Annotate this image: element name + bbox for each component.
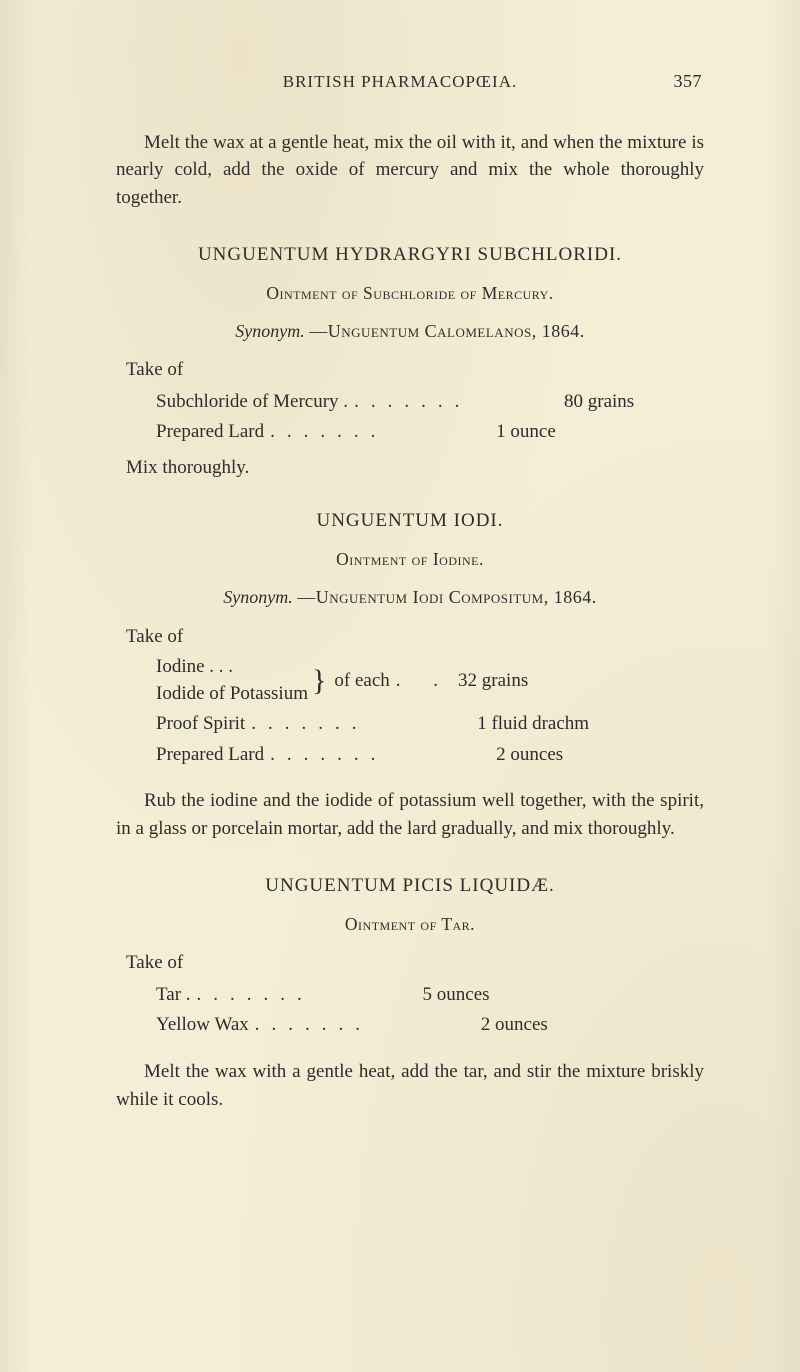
synonym-value: —Unguentum Iodi Compositum, 1864. (297, 587, 597, 607)
ingredient-name: Proof Spirit (156, 710, 245, 738)
take-of-iodi: Take of (126, 623, 704, 651)
ingredient-row: Yellow Wax ....... 2 ounces (156, 1011, 704, 1039)
ingredient-amount: 32 grains (458, 667, 598, 695)
section-title-picis: UNGUENTUM PICIS LIQUIDÆ. (116, 872, 704, 900)
ingredient-amount: 1 ounce (496, 418, 636, 446)
section-subtitle-picis: Ointment of Tar. (116, 912, 704, 937)
method-paragraph-iodi: Rub the iodine and the iodide of potassi… (116, 787, 704, 842)
ingredient-name: Iodide of Potassium (156, 681, 308, 708)
brace-left-group: Iodine . . . Iodide of Potassium (156, 654, 308, 707)
ingredient-row: Tar . ....... 5 ounces (156, 981, 704, 1009)
method-paragraph-picis: Melt the wax with a gentle heat, add the… (116, 1058, 704, 1113)
take-of-subchloridi: Take of (126, 356, 704, 384)
section-title-subchloridi: UNGUENTUM HYDRARGYRI SUBCHLORIDI. (116, 241, 704, 269)
mix-line-subchloridi: Mix thoroughly. (126, 454, 704, 482)
ingredient-amount: 2 ounces (496, 741, 636, 769)
ingredient-name: Subchloride of Mercury . (156, 388, 348, 416)
leader-dots: ....... (245, 710, 477, 738)
ingredient-amount: 2 ounces (481, 1011, 621, 1039)
leader-dots: ....... (264, 741, 496, 769)
ingredients-subchloridi: Subchloride of Mercury . ....... 80 grai… (156, 388, 704, 446)
synonym-label: Synonym. (235, 321, 304, 341)
synonym-line-iodi: Synonym. —Unguentum Iodi Compositum, 186… (116, 584, 704, 610)
ingredients-iodi: Iodine . . . Iodide of Potassium } of ea… (156, 654, 704, 768)
leader-dots: ....... (264, 418, 496, 446)
section-subtitle-iodi: Ointment of Iodine. (116, 547, 704, 572)
take-of-picis: Take of (126, 949, 704, 977)
running-head-title: BRITISH PHARMACOPŒIA. (138, 70, 662, 95)
ingredient-amount: 1 fluid drachm (477, 710, 617, 738)
ingredient-brace-row: Iodine . . . Iodide of Potassium } of ea… (156, 654, 704, 707)
ingredient-name: Iodine . . . (156, 654, 308, 681)
synonym-label: Synonym. (223, 587, 292, 607)
leader-dots: . . (390, 667, 458, 695)
page: BRITISH PHARMACOPŒIA. 357 Melt the wax a… (116, 68, 704, 1113)
ingredient-row: Prepared Lard ....... 2 ounces (156, 741, 704, 769)
ingredients-picis: Tar . ....... 5 ounces Yellow Wax ......… (156, 981, 704, 1039)
ingredient-amount: 80 grains (564, 388, 704, 416)
ingredient-name: Yellow Wax (156, 1011, 249, 1039)
running-head: BRITISH PHARMACOPŒIA. 357 (116, 68, 704, 95)
intro-paragraph: Melt the wax at a gentle heat, mix the o… (116, 129, 704, 212)
ingredient-amount: 5 ounces (423, 981, 563, 1009)
leader-dots: ....... (348, 388, 564, 416)
ingredient-row: Prepared Lard ....... 1 ounce (156, 418, 704, 446)
ingredient-name: Tar . (156, 981, 191, 1009)
curly-brace-icon: } (308, 666, 330, 696)
ingredient-row: Proof Spirit ....... 1 fluid drachm (156, 710, 704, 738)
brace-of-each: of each (330, 667, 389, 695)
section-subtitle-subchloridi: Ointment of Subchloride of Mercury. (116, 281, 704, 306)
synonym-value: —Unguentum Calomelanos, 1864. (309, 321, 584, 341)
leader-dots: ....... (191, 981, 423, 1009)
section-title-iodi: UNGUENTUM IODI. (116, 507, 704, 535)
ingredient-name: Prepared Lard (156, 741, 264, 769)
ingredient-name: Prepared Lard (156, 418, 264, 446)
synonym-line-subchloridi: Synonym. —Unguentum Calomelanos, 1864. (116, 318, 704, 344)
ingredient-row: Subchloride of Mercury . ....... 80 grai… (156, 388, 704, 416)
leader-dots: ....... (249, 1011, 481, 1039)
running-head-page-number: 357 (662, 68, 702, 94)
